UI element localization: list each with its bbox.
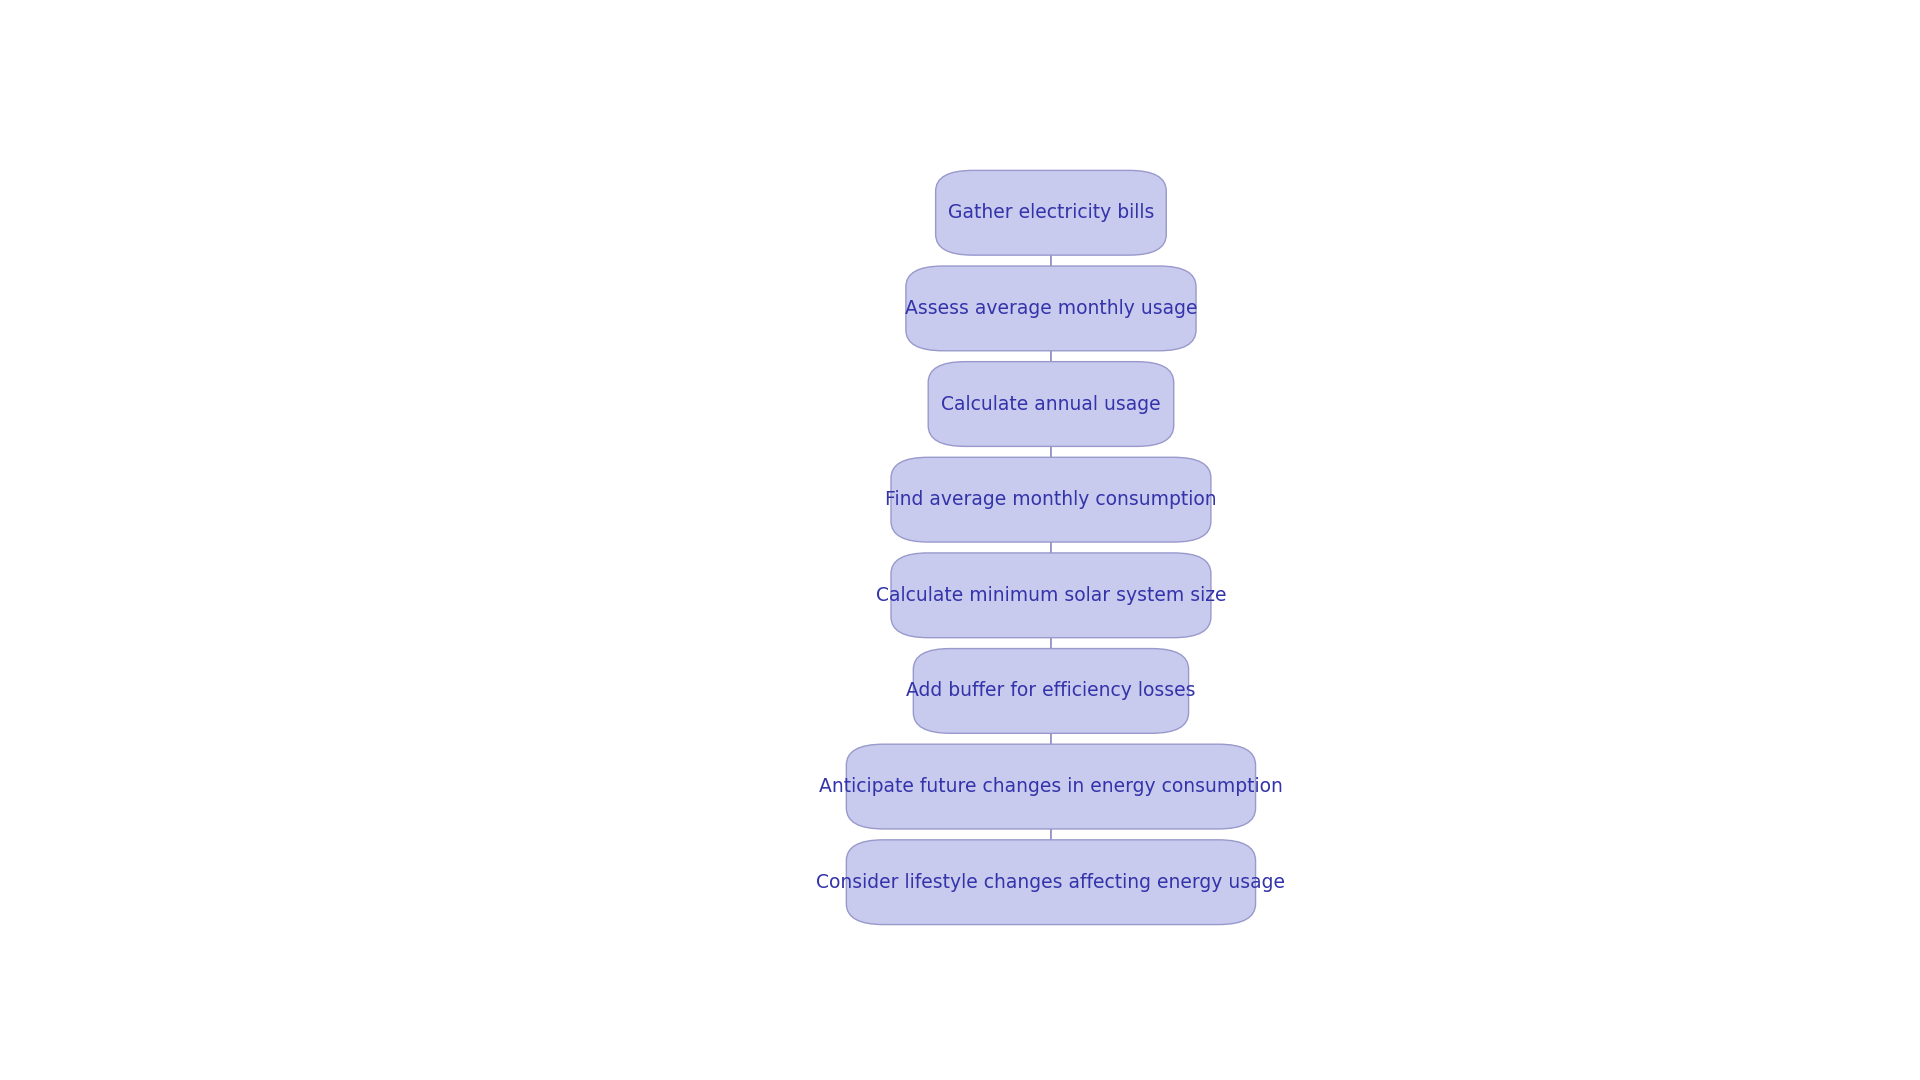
FancyBboxPatch shape (935, 171, 1165, 255)
Text: Calculate minimum solar system size: Calculate minimum solar system size (876, 585, 1227, 605)
Text: Find average monthly consumption: Find average monthly consumption (885, 490, 1217, 509)
Text: Consider lifestyle changes affecting energy usage: Consider lifestyle changes affecting ene… (816, 873, 1286, 892)
FancyBboxPatch shape (891, 457, 1212, 542)
Text: Calculate annual usage: Calculate annual usage (941, 394, 1162, 414)
Text: Anticipate future changes in energy consumption: Anticipate future changes in energy cons… (820, 778, 1283, 796)
FancyBboxPatch shape (914, 649, 1188, 733)
Text: Gather electricity bills: Gather electricity bills (948, 203, 1154, 222)
FancyBboxPatch shape (891, 553, 1212, 637)
Text: Assess average monthly usage: Assess average monthly usage (904, 299, 1198, 318)
FancyBboxPatch shape (927, 362, 1173, 446)
FancyBboxPatch shape (847, 744, 1256, 829)
FancyBboxPatch shape (906, 266, 1196, 351)
Text: Add buffer for efficiency losses: Add buffer for efficiency losses (906, 681, 1196, 701)
FancyBboxPatch shape (847, 840, 1256, 924)
